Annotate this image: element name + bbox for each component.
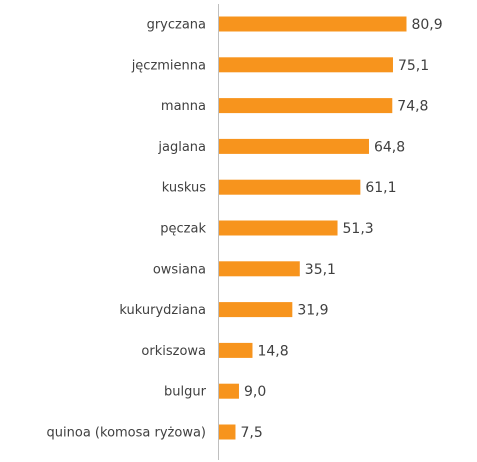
data-label: 31,9 <box>297 303 328 319</box>
category-label: jaglana <box>157 140 206 155</box>
data-label: 75,1 <box>398 58 429 74</box>
data-label: 14,8 <box>257 343 288 359</box>
bar <box>218 16 407 32</box>
category-label: owsiana <box>153 262 206 277</box>
category-labels-group: gryczana jęczmienna manna jaglana kuskus pęcz… <box>47 18 207 441</box>
bar <box>218 383 239 399</box>
category-label: pęczak <box>160 222 206 237</box>
value-labels-group: 80,9 75,1 74,8 64,8 61,1 51,3 35,1 31,9 14,8 9,0 7… <box>240 17 442 441</box>
bar <box>218 261 300 277</box>
data-label: 61,1 <box>365 180 396 196</box>
bar <box>218 179 361 195</box>
bars-group <box>218 16 407 440</box>
data-label: 51,3 <box>343 221 374 237</box>
category-label: gryczana <box>147 18 206 33</box>
data-label: 80,9 <box>411 17 442 33</box>
category-label: jęczmienna <box>131 58 206 73</box>
bar <box>218 138 369 154</box>
bar <box>218 220 338 236</box>
category-label: kuskus <box>162 181 207 196</box>
data-label: 64,8 <box>374 139 405 155</box>
bar <box>218 98 393 114</box>
data-label: 9,0 <box>244 384 266 400</box>
bar <box>218 424 236 440</box>
bar <box>218 302 293 318</box>
category-label: orkiszowa <box>141 344 206 359</box>
data-label: 7,5 <box>240 425 262 441</box>
category-label: manna <box>161 99 206 114</box>
data-label: 74,8 <box>397 99 428 115</box>
category-label: quinoa (komosa ryżowa) <box>47 426 206 441</box>
category-label: kukurydziana <box>119 303 206 318</box>
bar <box>218 342 253 358</box>
data-label: 35,1 <box>305 262 336 278</box>
bar <box>218 57 393 73</box>
category-label: bulgur <box>164 385 207 400</box>
